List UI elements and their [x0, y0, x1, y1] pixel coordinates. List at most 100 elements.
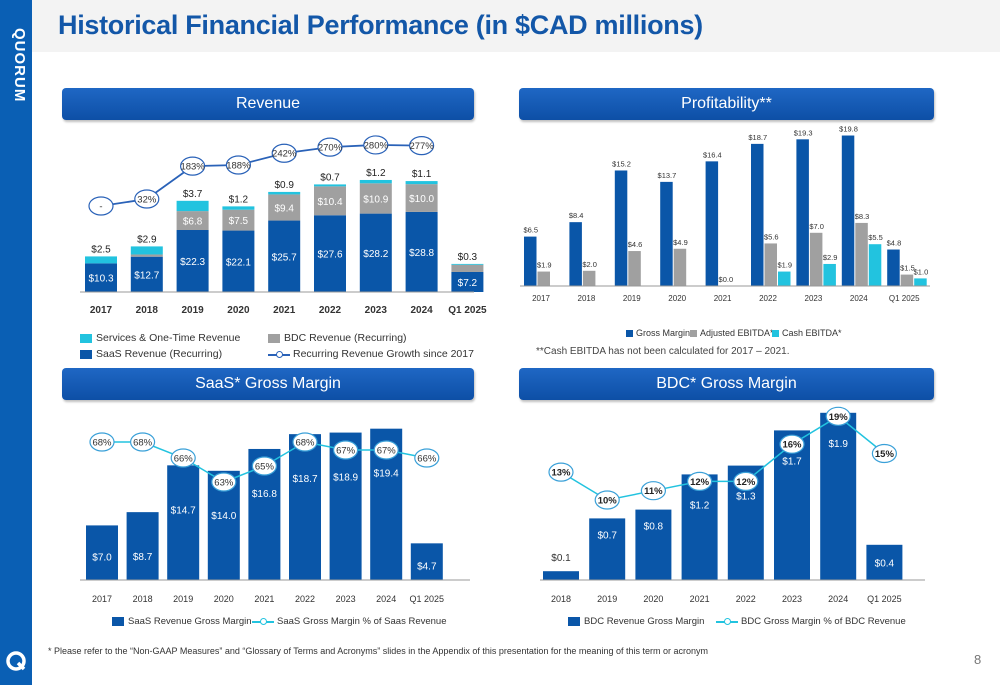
bdc-margin-point-2022-bubble: [733, 471, 759, 491]
bdc-margin-point-Q1 2025-bubble: [871, 443, 898, 464]
profit-xtick-2022: 2022: [759, 294, 777, 303]
revenue-growth-point-2020: 188%: [226, 161, 251, 172]
bdc-xtick-2022: 2022: [736, 594, 756, 604]
profit-label-0-2019: $15.2: [612, 159, 631, 168]
revenue-bar-services-2021: [268, 191, 301, 195]
profit-label-1-2019: $4.6: [628, 240, 643, 249]
profit-bar-0-2022: [751, 143, 764, 286]
revenue-bar-bdc-Q1 2025: [451, 264, 484, 272]
saas-margin-point-2021-bubble: [251, 456, 277, 476]
bdc-bar-2021: [681, 474, 718, 580]
revenue-label-0-Q1 2025: $7.2: [458, 278, 478, 289]
revenue-label-2-2018: $2.9: [137, 234, 157, 245]
revenue-growth-point-2018: 32%: [137, 195, 157, 206]
revenue-growth-point-2023-bubble: [363, 135, 389, 155]
bdc-margin-point-2018: 13%: [551, 468, 571, 479]
bdc-line-swatch: [716, 617, 738, 626]
profit-bar-0-2024: [841, 135, 855, 286]
revenue-xtick-2020: 2020: [227, 305, 250, 316]
bdc-xtick-2019: 2019: [597, 594, 617, 604]
revenue-growth-point-2024-bubble: [409, 136, 435, 156]
revenue-label-2-Q1 2025: $0.3: [458, 252, 478, 263]
revenue-bar-saas-2017: [85, 263, 117, 292]
revenue-growth-point-2017: -: [99, 202, 102, 213]
saas-bar-label-2019: $14.7: [171, 505, 196, 516]
legend-bdc-line: BDC Gross Margin % of BDC Revenue: [716, 616, 906, 627]
revenue-bar-bdc-2024: [405, 184, 438, 212]
profit-bar-0-2020: [660, 181, 673, 286]
bdc-bar-2019: [589, 518, 626, 580]
gross-margin-swatch: [626, 330, 633, 338]
revenue-label-2-2017: $2.5: [91, 244, 111, 255]
profit-label-0-2023: $19.3: [794, 128, 813, 137]
revenue-growth-point-2021-bubble: [271, 143, 297, 163]
saas-bar-label-Q1 2025: $4.7: [417, 562, 437, 573]
revenue-label-2-2021: $0.9: [274, 180, 294, 191]
saas-xtick-2024: 2024: [376, 594, 396, 604]
saas-margin-point-2024-bubble: [373, 440, 399, 460]
profitability-legend: Gross Margin Adjusted EBITDA* Cash EBITD…: [626, 328, 866, 342]
legend-bdc-bar-label: BDC Revenue Gross Margin: [584, 616, 705, 627]
legend-gross-margin: Gross Margin: [626, 328, 690, 338]
revenue-label-0-2024: $28.8: [409, 248, 434, 259]
revenue-bar-saas-2019: [176, 230, 209, 292]
bdc-bar-label-2023: $1.7: [782, 456, 802, 467]
saas-margin-point-2024: 67%: [377, 446, 397, 457]
profit-label-2-Q1 2025: $1.0: [914, 267, 929, 276]
revenue-xtick-Q1 2025: Q1 2025: [448, 305, 487, 316]
profit-bar-1-2019: [628, 251, 641, 286]
profit-bar-0-2018: [569, 222, 582, 286]
bdc-xtick-2024: 2024: [828, 594, 848, 604]
saas-margin-point-2020: 63%: [214, 478, 234, 489]
legend-bdc-label: BDC Revenue (Recurring): [284, 332, 407, 344]
bdc-bar-2023: [774, 430, 810, 580]
bdc-margin-point-2022: 12%: [736, 477, 756, 488]
saas-bar-label-2024: $19.4: [374, 469, 399, 480]
saas-xtick-2023: 2023: [336, 594, 356, 604]
saas-margin-point-2017-bubble: [89, 432, 115, 452]
revenue-label-2-2022: $0.7: [320, 172, 340, 183]
quorum-q-icon: [6, 651, 26, 671]
brand-sidebar: QUORUM: [0, 0, 32, 685]
services-swatch: [80, 333, 92, 343]
profit-label-1-2017: $1.9: [537, 261, 552, 270]
revenue-growth-point-2017-bubble: [88, 196, 114, 216]
revenue-xtick-2024: 2024: [410, 305, 433, 316]
quorum-logo: QUORUM: [11, 27, 28, 103]
saas-bar-2017: [86, 525, 118, 580]
revenue-label-2-2024: $1.1: [412, 169, 432, 180]
saas-bar-2018: [126, 512, 159, 580]
profit-xtick-Q1 2025: Q1 2025: [889, 294, 920, 303]
saas-bar-label-2022: $18.7: [292, 474, 317, 485]
revenue-growth-point-2022-bubble: [317, 137, 343, 157]
title-band: [32, 0, 1000, 52]
revenue-label-1-2023: $10.9: [363, 194, 388, 205]
legend-bdc-bar: BDC Revenue Gross Margin: [568, 616, 704, 627]
saas-bar-swatch: [112, 616, 124, 626]
revenue-label-2-2023: $1.2: [366, 168, 386, 179]
bdc-xtick-2020: 2020: [643, 594, 663, 604]
revenue-bar-services-2020: [222, 206, 255, 210]
revenue-growth-point-2020-bubble: [225, 155, 251, 175]
revenue-bar-services-2017: [85, 256, 117, 264]
revenue-bar-services-2023: [359, 179, 392, 184]
page-title: Historical Financial Performance (in $CA…: [58, 10, 703, 40]
profit-label-0-2022: $18.7: [748, 133, 767, 142]
profit-label-0-2017: $6.5: [523, 226, 538, 235]
revenue-label-1-Q1 2025: $2.6: [458, 256, 478, 267]
profit-label-0-2024: $19.8: [839, 125, 858, 134]
bdc-margin-point-2021: 12%: [690, 477, 710, 488]
revenue-bar-saas-2023: [359, 213, 392, 292]
saas-bar-label-2021: $16.8: [252, 489, 277, 500]
revenue-bar-saas-2021: [268, 220, 301, 292]
bdc-swatch: [268, 333, 280, 343]
legend-cash-ebitda-label: Cash EBITDA*: [782, 328, 842, 338]
bdc-bar-label-Q1 2025: $0.4: [875, 558, 895, 569]
profit-xtick-2021: 2021: [714, 294, 732, 303]
revenue-bar-bdc-2023: [359, 183, 392, 214]
saas-bar-2022: [289, 434, 321, 580]
bdc-bar-label-2024: $1.9: [828, 439, 848, 450]
profit-xtick-2017: 2017: [532, 294, 550, 303]
saas-margin-point-2017: 68%: [92, 438, 112, 449]
saas-xtick-2020: 2020: [214, 594, 234, 604]
